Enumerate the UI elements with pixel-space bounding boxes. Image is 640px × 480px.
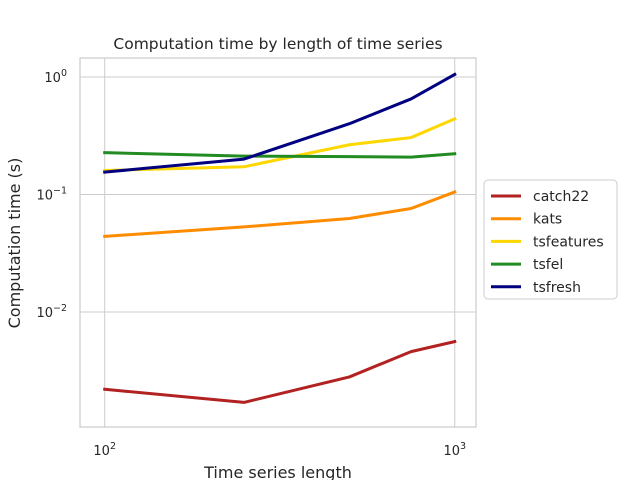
series-line-catch22 bbox=[103, 339, 457, 404]
y-tick-label: 10−1 bbox=[36, 185, 67, 203]
series-line-tsfresh bbox=[103, 72, 457, 174]
x-tick-label: 103 bbox=[443, 441, 466, 459]
y-tick-base: 10 bbox=[36, 188, 53, 203]
legend-label-tsfeatures: tsfeatures bbox=[533, 234, 604, 250]
legend-label-catch22: catch22 bbox=[533, 189, 589, 205]
legend-box bbox=[483, 179, 618, 300]
x-tick-exponent: 3 bbox=[460, 441, 466, 452]
y-tick-label: 100 bbox=[44, 68, 67, 86]
y-tick-base: 10 bbox=[36, 306, 53, 321]
legend-label-tsfel: tsfel bbox=[533, 257, 563, 273]
chart-title: Computation time by length of time serie… bbox=[113, 35, 442, 53]
legend: catch22 kats tsfeatures tsfel tsfresh bbox=[483, 179, 618, 300]
series-line-kats bbox=[103, 190, 457, 238]
x-tick-exponent: 2 bbox=[110, 441, 116, 452]
series-line-tsfel bbox=[103, 151, 457, 159]
legend-label-kats: kats bbox=[533, 212, 562, 228]
x-axis-label: Time series length bbox=[203, 463, 352, 480]
series-lines bbox=[103, 72, 457, 404]
plot-frame bbox=[79, 57, 477, 428]
y-tick-base: 10 bbox=[44, 71, 61, 86]
y-tick-exponent: 0 bbox=[61, 68, 67, 79]
x-tick-base: 10 bbox=[93, 444, 110, 459]
series-line-tsfeatures bbox=[103, 116, 457, 173]
y-axis-label: Computation time (s) bbox=[5, 158, 24, 329]
x-tick-label: 102 bbox=[93, 441, 116, 459]
y-tick-label: 10−2 bbox=[36, 303, 67, 321]
x-tick-base: 10 bbox=[443, 444, 460, 459]
legend-label-tsfresh: tsfresh bbox=[533, 280, 581, 296]
y-tick-exponent: −1 bbox=[53, 185, 67, 196]
y-tick-exponent: −2 bbox=[53, 303, 67, 314]
